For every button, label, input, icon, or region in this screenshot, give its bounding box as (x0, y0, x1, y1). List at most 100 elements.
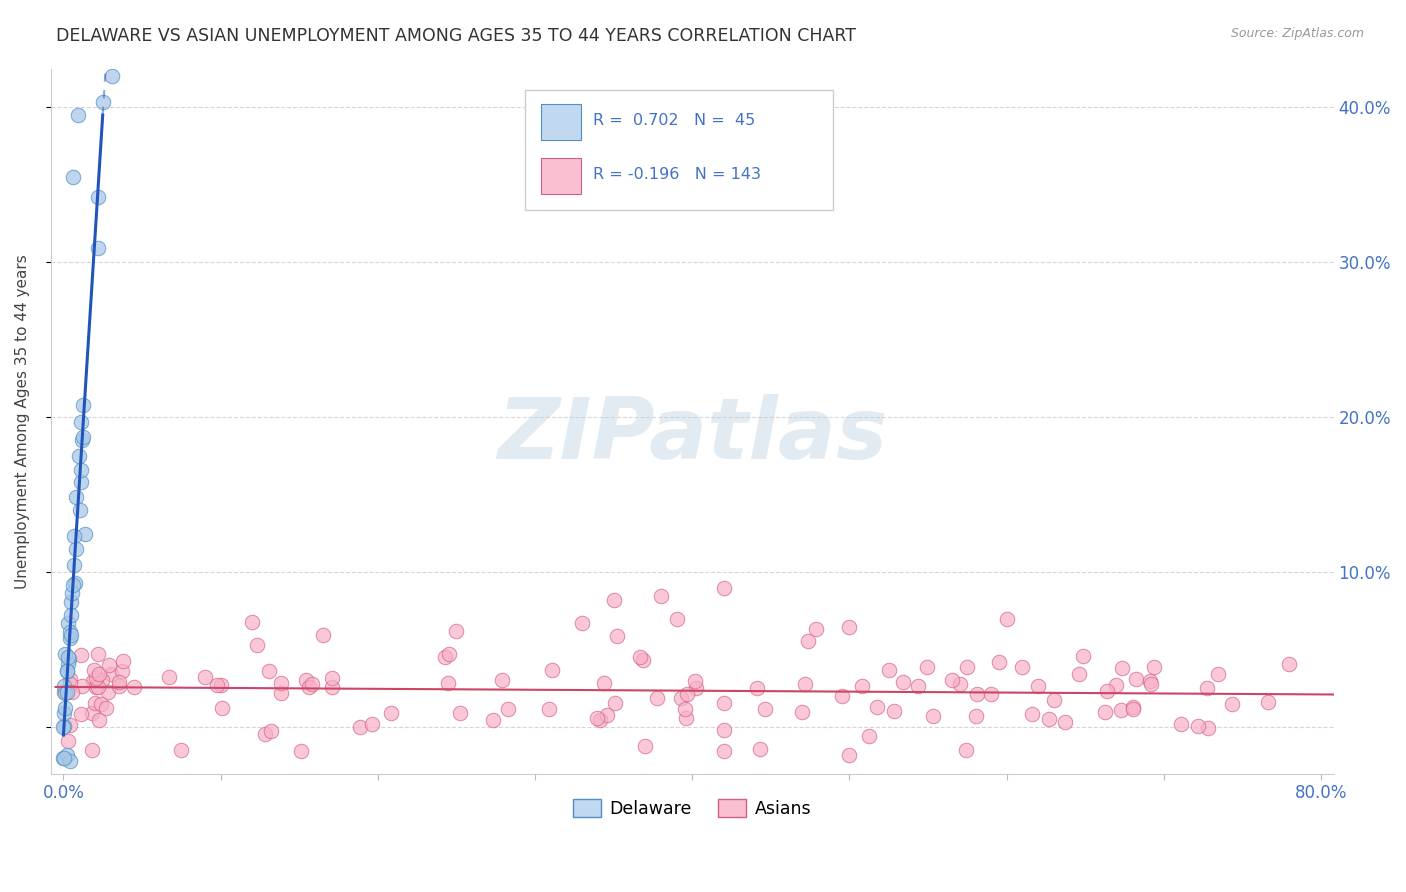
Point (52, 684, 75, 698)
Point (59, 624, 82, 639)
Point (100, 667, 122, 681)
Point (59, 607, 82, 622)
Point (1073, 649, 1095, 664)
Point (446, 624, 468, 639)
Point (56, 733, 79, 747)
Point (596, 708, 619, 723)
Point (585, 711, 607, 725)
Point (1038, 712, 1060, 726)
Point (69, 463, 91, 477)
Point (52, 751, 75, 765)
Point (55, 748, 77, 763)
Point (53, 751, 76, 765)
Point (205, 678, 228, 692)
Point (792, 706, 814, 720)
Point (69, 475, 91, 489)
Point (301, 677, 323, 691)
Point (53, 719, 76, 733)
Point (806, 622, 828, 636)
Point (101, 70, 124, 84)
Legend: Delaware, Asians: Delaware, Asians (567, 792, 818, 825)
Point (1122, 702, 1144, 716)
Point (1143, 659, 1166, 673)
Point (62, 578, 84, 592)
Point (82, 706, 104, 720)
Point (1069, 667, 1091, 681)
Point (53, 701, 76, 715)
Point (713, 723, 735, 738)
Point (63, 576, 86, 591)
Point (605, 696, 627, 710)
Point (211, 701, 233, 715)
Point (59, 755, 82, 769)
Point (1187, 719, 1209, 733)
Point (86, 671, 108, 685)
Point (650, 589, 672, 603)
Point (108, 674, 131, 689)
Point (87, 680, 110, 694)
Point (59, 672, 82, 686)
Point (70, 706, 93, 721)
Point (1206, 666, 1229, 681)
Point (481, 713, 503, 727)
Point (966, 687, 988, 701)
Point (108, 680, 131, 694)
Point (312, 628, 335, 642)
Point (675, 711, 697, 725)
Point (59, 677, 82, 691)
Point (713, 697, 735, 711)
Y-axis label: Unemployment Among Ages 35 to 44 years: Unemployment Among Ages 35 to 44 years (15, 254, 30, 589)
Point (1278, 657, 1301, 672)
Point (1139, 673, 1161, 688)
Point (97, 685, 120, 699)
Point (246, 638, 269, 652)
Point (1220, 697, 1243, 711)
Point (683, 674, 706, 689)
Point (793, 676, 815, 690)
Point (988, 655, 1011, 669)
Point (90, 697, 112, 711)
Point (157, 670, 180, 684)
Point (713, 581, 735, 595)
Point (838, 619, 860, 633)
Point (53, 685, 76, 699)
Point (665, 612, 688, 626)
Point (1122, 700, 1144, 714)
Point (56, 684, 79, 698)
Point (956, 659, 979, 673)
Point (70, 434, 93, 448)
Point (67, 449, 90, 463)
Point (257, 664, 280, 678)
Point (907, 679, 929, 693)
Point (831, 689, 853, 703)
Point (112, 654, 135, 668)
Point (634, 739, 657, 753)
Point (606, 628, 628, 642)
Text: ZIPatlas: ZIPatlas (498, 393, 887, 476)
Point (449, 706, 471, 720)
Point (82, 673, 104, 688)
Point (70, 415, 93, 429)
Point (593, 675, 616, 690)
Point (949, 677, 972, 691)
Point (1170, 717, 1192, 731)
Point (124, 680, 146, 694)
Point (571, 616, 593, 631)
Point (1109, 703, 1132, 717)
Point (70, 679, 93, 693)
Point (62, 528, 84, 542)
Point (87, 713, 110, 727)
Point (53, 679, 76, 693)
Point (434, 649, 457, 664)
Point (66, 108, 89, 122)
Text: Source: ZipAtlas.com: Source: ZipAtlas.com (1230, 27, 1364, 40)
Point (170, 743, 193, 757)
Point (75, 526, 97, 541)
Point (349, 720, 371, 734)
Point (1105, 678, 1128, 692)
Point (1094, 705, 1116, 719)
Point (980, 687, 1002, 701)
Point (209, 678, 232, 692)
Point (754, 701, 776, 715)
Point (995, 612, 1018, 626)
